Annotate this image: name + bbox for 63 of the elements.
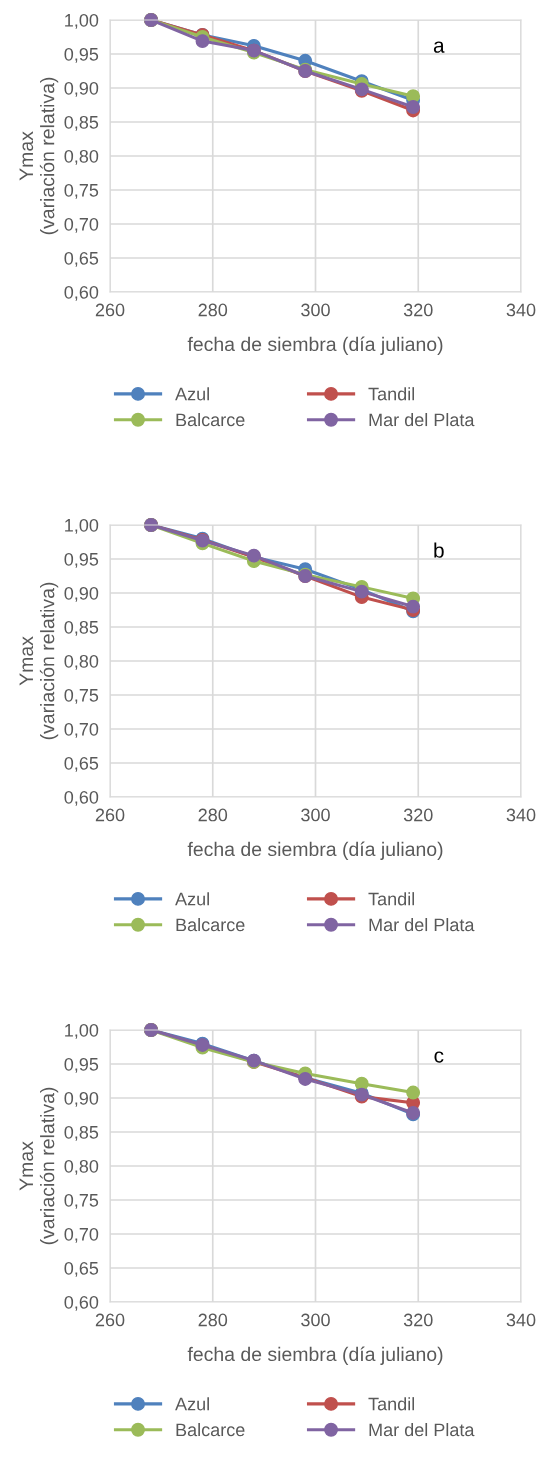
- y-tick-label: 0,65: [64, 756, 99, 772]
- y-tick-label: 0,70: [64, 217, 99, 233]
- y-tick-label: 1,00: [65, 1023, 99, 1039]
- legend-label: Mar del Plata: [369, 917, 475, 932]
- y-tick-label: 0,90: [64, 81, 99, 97]
- x-tick-label: 340: [506, 1313, 536, 1327]
- y-tick-label: 0,95: [64, 552, 99, 568]
- y-tick-label: 0,60: [64, 285, 99, 301]
- annotation: b: [434, 542, 444, 558]
- legend-label: Tandil: [368, 1397, 415, 1411]
- y-tick-label: 0,60: [64, 1295, 99, 1311]
- x-tick-label: 280: [198, 303, 228, 317]
- y-axis-title: Ymax (variación relativa): [19, 582, 59, 740]
- x-tick-label: 260: [95, 303, 125, 317]
- y-tick-label: 0,65: [64, 251, 99, 267]
- x-tick-label: 300: [301, 1313, 330, 1327]
- x-tick-label: 260: [95, 1313, 125, 1327]
- x-axis-title: fecha de siembra (día juliano): [187, 841, 443, 860]
- legend-label: Balcarce: [176, 1422, 245, 1437]
- legend-label: Mar del Plata: [369, 412, 475, 427]
- y-tick-label: 0,80: [64, 1159, 99, 1175]
- y-tick-label: 0,95: [64, 1057, 99, 1073]
- y-tick-label: 1,00: [65, 518, 99, 534]
- legend-label: Tandil: [368, 387, 415, 401]
- x-axis-title: fecha de siembra (día juliano): [187, 336, 443, 355]
- x-tick-label: 300: [301, 808, 330, 822]
- y-tick-label: 0,75: [64, 688, 99, 704]
- x-tick-label: 280: [198, 1313, 228, 1327]
- y-tick-label: 0,70: [64, 722, 99, 738]
- y-tick-label: 0,80: [64, 654, 99, 670]
- legend-label: Balcarce: [176, 412, 245, 427]
- x-tick-label: 280: [198, 808, 228, 822]
- y-axis-title: Ymax (variación relativa): [19, 1087, 59, 1245]
- y-tick-label: 0,85: [64, 115, 99, 131]
- y-tick-label: 0,80: [64, 149, 99, 165]
- y-tick-label: 0,75: [64, 1193, 99, 1209]
- legend-label: Tandil: [368, 892, 415, 906]
- annotation: c: [434, 1051, 444, 1063]
- y-tick-label: 0,95: [64, 47, 99, 63]
- x-tick-label: 260: [95, 808, 125, 822]
- x-tick-label: 340: [506, 808, 536, 822]
- y-tick-label: 0,85: [64, 620, 99, 636]
- y-tick-label: 0,90: [64, 1091, 99, 1107]
- y-tick-label: 0,85: [64, 1125, 99, 1141]
- legend-label: Mar del Plata: [369, 1422, 475, 1437]
- y-tick-label: 0,90: [64, 586, 99, 602]
- legend-label: Azul: [175, 1397, 209, 1411]
- y-axis-title: Ymax (variación relativa): [19, 77, 59, 235]
- legend-label: Balcarce: [176, 917, 245, 932]
- legend-label: Azul: [175, 387, 209, 401]
- x-tick-label: 320: [403, 1313, 433, 1327]
- legend-label: Azul: [175, 892, 209, 906]
- y-tick-label: 0,60: [64, 790, 99, 806]
- annotation: a: [433, 41, 445, 53]
- y-tick-label: 0,65: [64, 1261, 99, 1277]
- y-tick-label: 1,00: [65, 13, 99, 29]
- x-tick-label: 320: [403, 808, 433, 822]
- x-axis-title: fecha de siembra (día juliano): [187, 1346, 443, 1365]
- x-tick-label: 340: [506, 303, 536, 317]
- y-tick-label: 0,75: [64, 183, 99, 199]
- y-tick-label: 0,70: [64, 1227, 99, 1243]
- x-tick-label: 320: [403, 303, 433, 317]
- x-tick-label: 300: [301, 303, 330, 317]
